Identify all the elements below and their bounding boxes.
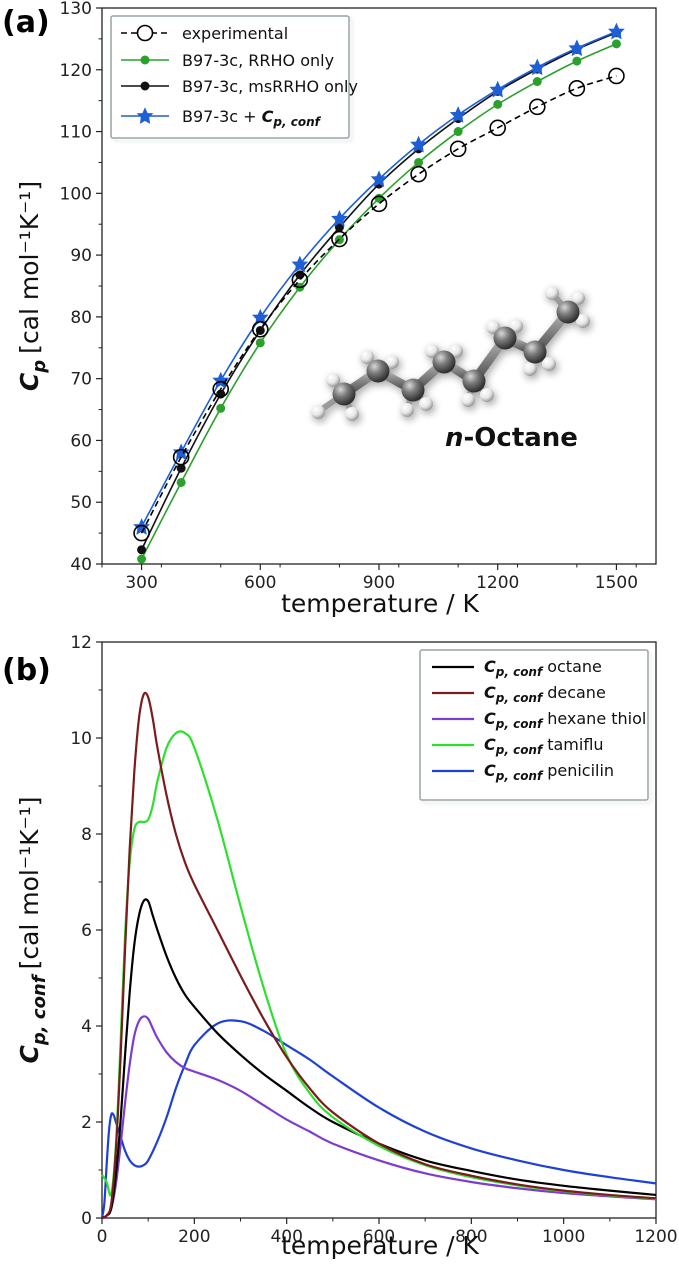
panel-a-xlabel: temperature / K <box>281 589 479 618</box>
legend-a-rrho-marker <box>140 55 150 65</box>
legend-a-experimental-marker <box>136 24 154 42</box>
panel-a-experimental-point <box>370 195 388 213</box>
panel-b-legend: Cp, conf octane Cp, conf decane Cp, conf hexa… <box>419 649 649 801</box>
panel-a-ytick-label: 130 <box>60 0 92 19</box>
panel-a-experimental-line <box>140 75 617 534</box>
panel-a-ytick-label: 80 <box>70 308 92 328</box>
panel-a-xtick-label: 900 <box>363 573 395 593</box>
panel-b-xtick-label: 200 <box>178 1227 210 1247</box>
panel-b-xlabel: temperature / K <box>281 1231 479 1260</box>
legend-b-decane-label: Cp, conf decane <box>484 683 606 705</box>
panel-a-ytick-label: 100 <box>60 184 92 204</box>
panel-a-rrho-point <box>611 39 621 49</box>
panel-b-tamiflu-line <box>101 730 657 1200</box>
panel-a-xtick-label: 1200 <box>476 573 519 593</box>
panel-a-experimental-point <box>528 98 546 116</box>
panel-a-xtick-label: 600 <box>244 573 276 593</box>
panel-a-rrho-point <box>493 99 503 109</box>
panel-a-label: (a) <box>2 5 50 40</box>
panel-a-experimental-point <box>251 320 269 338</box>
molecule-label: n-Octane <box>445 423 578 453</box>
panel-a-xtick-label: 300 <box>125 573 157 593</box>
legend-b-octane-label: Cp, conf octane <box>484 657 602 679</box>
panel-a-rrho-point <box>572 56 582 66</box>
n-octane-molecule-image <box>311 286 590 421</box>
panel-b-xtick-label: 600 <box>363 1227 395 1247</box>
panel-a-ytick-label: 120 <box>60 61 92 81</box>
panel-a-experimental-point <box>449 140 467 158</box>
panel-a-experimental-point <box>489 119 507 137</box>
panel-a-experimental-point <box>331 230 348 248</box>
panel-b-xtick-label: 1200 <box>634 1227 677 1247</box>
panel-b: (b) 0 200 400 600 800 1000 1200 0 2 4 6 8 10 12 Cp, c… <box>2 633 678 1260</box>
panel-a-ytick-label: 60 <box>70 431 92 451</box>
legend-a-rrho-label: B97-3c, RRHO only <box>182 51 334 70</box>
panel-b-legend-box <box>419 649 649 801</box>
panel-a-rrho-point <box>414 157 424 167</box>
panel-b-ytick-label: 8 <box>81 825 92 845</box>
panel-b-octane-line <box>101 898 657 1220</box>
panel-a-experimental-point <box>172 448 190 466</box>
panel-b-ytick-label: 6 <box>81 921 92 941</box>
panel-a-rrho-point <box>216 403 226 413</box>
panel-a-msrrho-point <box>176 463 186 473</box>
legend-a-msrrho-marker <box>140 81 150 91</box>
panel-b-xtick-label: 400 <box>270 1227 302 1247</box>
panel-a-rrho-point <box>255 338 265 348</box>
panel-b-ytick-label: 10 <box>70 729 92 749</box>
panel-a-ytick-label: 40 <box>70 555 92 575</box>
panel-a-experimental-point <box>291 271 309 289</box>
panel-a-rrho-point <box>176 477 186 487</box>
legend-a-cpconf-label: B97-3c + Cp, conf <box>182 107 322 129</box>
panel-a-rrho-point <box>532 77 542 87</box>
legend-a-msrrho-label: B97-3c, msRRHO only <box>182 77 358 96</box>
panel-a-experimental-point <box>608 67 625 85</box>
panel-a-legend: experimental B97-3c, RRHO only B97-3c, m… <box>110 15 358 139</box>
panel-a-rrho-point <box>453 127 463 137</box>
panel-b-xtick-label: 0 <box>97 1227 108 1247</box>
panel-a-ytick-label: 110 <box>60 123 92 143</box>
panel-b-decane-line <box>101 691 657 1220</box>
panel-a-msrrho-point <box>334 222 344 232</box>
legend-a-experimental-label: experimental <box>182 24 288 43</box>
panel-a-ytick-label: 70 <box>70 370 92 390</box>
legend-b-penicilin-label: Cp, conf penicilin <box>484 761 614 783</box>
panel-a-ylabel: Cp[cal mol⁻¹K⁻¹] <box>15 181 50 391</box>
panel-b-ylabel: Cp, conf[cal mol⁻¹K⁻¹] <box>15 797 50 1064</box>
panel-a: (a) 300 600 900 1200 1500 40 50 60 70 80 90 100 110 1… <box>2 0 657 618</box>
panel-a-experimental-point <box>410 165 427 183</box>
panel-a-experimental-point <box>212 380 230 398</box>
panel-b-xtick-label: 800 <box>455 1227 487 1247</box>
panel-b-ytick-label: 2 <box>81 1113 92 1133</box>
panel-a-rrho-point <box>137 554 147 564</box>
panel-b-xtick-label: 1000 <box>542 1227 585 1247</box>
panel-a-ytick-label: 90 <box>70 246 92 266</box>
panel-a-ytick-label: 50 <box>70 493 92 513</box>
panel-a-msrrho-point <box>137 545 147 555</box>
panel-b-ytick-label: 4 <box>81 1017 92 1037</box>
panel-a-xtick-label: 1500 <box>595 573 638 593</box>
panel-b-ytick-label: 12 <box>70 633 92 653</box>
panel-b-ytick-label: 0 <box>81 1209 92 1229</box>
panel-a-experimental-point <box>133 524 150 542</box>
panel-b-penicilin-line <box>100 1019 657 1219</box>
legend-b-hexane-thiol-label: Cp, conf hexane thiol <box>484 709 646 731</box>
panel-b-hexane-thiol-line <box>101 1015 657 1220</box>
legend-b-tamiflu-label: Cp, conf tamiflu <box>484 735 604 757</box>
panel-b-label: (b) <box>2 653 51 688</box>
panel-a-legend-box <box>110 15 350 139</box>
panel-a-experimental-point <box>568 80 586 97</box>
